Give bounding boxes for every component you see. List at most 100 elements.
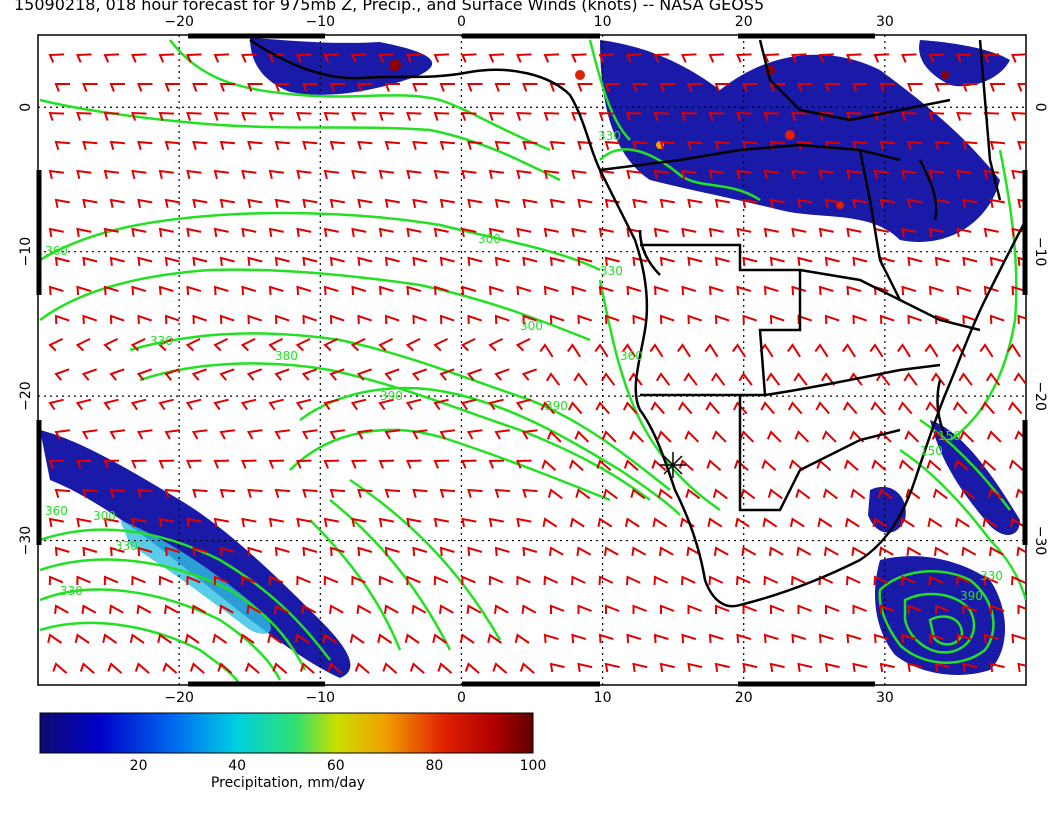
wind-barb xyxy=(219,604,234,615)
wind-barb xyxy=(268,337,284,352)
wind-barb xyxy=(600,372,616,386)
wind-barb xyxy=(296,459,312,469)
wind-barb xyxy=(791,111,807,121)
wind-barb xyxy=(357,140,373,150)
wind-barb xyxy=(708,227,724,238)
wind-barb xyxy=(302,256,318,267)
wind-barb xyxy=(824,198,840,209)
wind-barb xyxy=(983,227,999,238)
wind-barb xyxy=(879,83,895,92)
wind-barb xyxy=(109,256,125,267)
wind-barb xyxy=(162,662,178,674)
wind-barb xyxy=(907,256,923,267)
wind-barb xyxy=(659,314,675,325)
wind-barb xyxy=(158,285,174,296)
contour-label: 330 xyxy=(150,334,173,348)
wind-barb xyxy=(687,83,703,92)
wind-barb xyxy=(982,517,998,528)
wind-barb xyxy=(732,401,748,415)
wind-barb xyxy=(844,517,860,528)
wind-barb xyxy=(329,198,345,209)
wind-barb xyxy=(907,662,923,673)
wind-barb xyxy=(539,343,554,358)
wind-barb xyxy=(461,111,477,121)
wind-barb xyxy=(769,83,785,92)
wind-barb xyxy=(186,517,202,528)
wind-barb xyxy=(515,337,531,352)
wind-barb xyxy=(48,517,64,528)
wind-barb xyxy=(158,398,174,411)
wind-barb xyxy=(795,488,811,500)
wind-barb xyxy=(191,368,208,381)
wind-barb xyxy=(983,53,1000,63)
wind-barb xyxy=(1008,459,1024,471)
wind-barb xyxy=(247,488,263,498)
wind-barb xyxy=(54,429,71,440)
wind-barb xyxy=(656,430,672,443)
wind-barb xyxy=(103,53,120,63)
wind-barb xyxy=(494,256,510,267)
wind-barb xyxy=(323,285,339,296)
wind-barb xyxy=(845,53,862,63)
wind-barb xyxy=(763,111,780,121)
wind-barb xyxy=(522,198,538,209)
wind-barb xyxy=(880,604,895,614)
wind-barb xyxy=(897,401,913,415)
wind-barb xyxy=(461,575,476,586)
wind-barb xyxy=(75,53,92,63)
wind-barb xyxy=(550,604,565,614)
wind-barb xyxy=(384,604,399,615)
wind-barb xyxy=(549,314,565,325)
wind-barb xyxy=(131,227,147,238)
colorbar-label: Precipitation, mm/day xyxy=(210,775,366,791)
wind-barb xyxy=(467,256,483,267)
wind-barb xyxy=(653,111,670,121)
wind-barb xyxy=(186,169,202,180)
wind-barb xyxy=(595,401,610,415)
wind-barb xyxy=(934,140,950,150)
wind-barb xyxy=(274,368,290,381)
wind-barb xyxy=(406,517,422,528)
wind-barb xyxy=(989,198,1005,209)
wind-barb xyxy=(873,53,890,63)
wind-barb xyxy=(219,83,235,92)
lat-tick-label: −10 xyxy=(1032,237,1048,267)
wind-barb xyxy=(543,285,559,296)
wind-barb xyxy=(378,285,394,296)
wind-barb xyxy=(956,633,972,644)
wind-barb xyxy=(246,429,263,440)
wind-barb xyxy=(769,314,785,325)
wind-barb xyxy=(164,140,180,150)
wind-barb xyxy=(274,314,290,325)
wind-barb xyxy=(357,256,373,267)
lat-tick-label: −10 xyxy=(18,237,34,267)
wind-barb xyxy=(738,372,753,386)
wind-barb xyxy=(651,459,667,471)
wind-barb xyxy=(742,140,758,150)
wind-barb xyxy=(240,398,257,411)
wind-barb xyxy=(349,633,365,644)
wind-barb xyxy=(241,169,257,180)
wind-barb xyxy=(626,111,642,121)
wind-barb xyxy=(164,604,179,615)
wind-barb xyxy=(384,140,400,150)
wind-barb xyxy=(769,662,785,673)
wind-barb xyxy=(76,575,91,586)
wind-barb xyxy=(329,83,345,92)
wind-barb xyxy=(522,140,538,150)
wind-barb xyxy=(494,429,511,440)
wind-barb xyxy=(267,633,283,644)
wind-barb xyxy=(494,546,510,557)
wind-barb xyxy=(329,368,345,381)
wind-barb xyxy=(192,488,208,498)
wind-barb xyxy=(492,662,508,674)
wind-barb xyxy=(406,285,422,296)
wind-barb xyxy=(823,546,839,557)
wind-barb xyxy=(357,198,373,209)
wind-barb xyxy=(129,633,145,644)
wind-barb xyxy=(714,662,730,673)
wind-barb xyxy=(852,83,868,92)
wind-barb xyxy=(157,633,173,644)
wind-barb xyxy=(522,314,538,325)
wind-barb xyxy=(241,517,257,528)
